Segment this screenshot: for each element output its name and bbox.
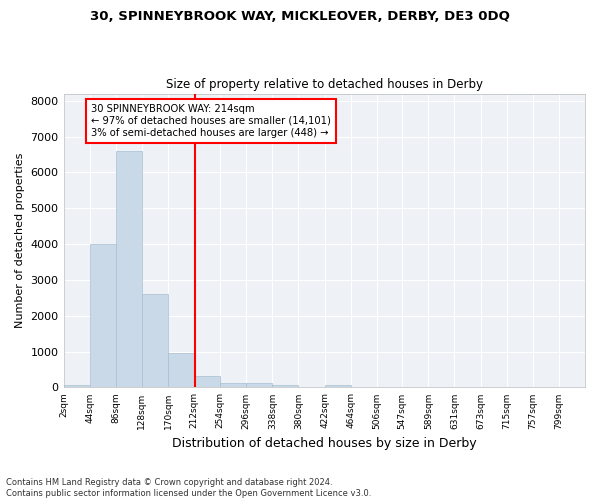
Bar <box>325 384 350 388</box>
Y-axis label: Number of detached properties: Number of detached properties <box>15 153 25 328</box>
Text: 30 SPINNEYBROOK WAY: 214sqm
← 97% of detached houses are smaller (14,101)
3% of : 30 SPINNEYBROOK WAY: 214sqm ← 97% of det… <box>91 104 331 138</box>
Bar <box>220 383 246 388</box>
Title: Size of property relative to detached houses in Derby: Size of property relative to detached ho… <box>166 78 483 91</box>
Text: Contains HM Land Registry data © Crown copyright and database right 2024.
Contai: Contains HM Land Registry data © Crown c… <box>6 478 371 498</box>
X-axis label: Distribution of detached houses by size in Derby: Distribution of detached houses by size … <box>172 437 476 450</box>
Bar <box>194 376 220 388</box>
Bar <box>89 244 116 388</box>
Bar <box>168 353 194 388</box>
Bar <box>272 385 298 388</box>
Bar <box>116 151 142 388</box>
Text: 30, SPINNEYBROOK WAY, MICKLEOVER, DERBY, DE3 0DQ: 30, SPINNEYBROOK WAY, MICKLEOVER, DERBY,… <box>90 10 510 23</box>
Bar <box>142 294 168 388</box>
Bar <box>64 384 89 388</box>
Bar <box>246 383 272 388</box>
